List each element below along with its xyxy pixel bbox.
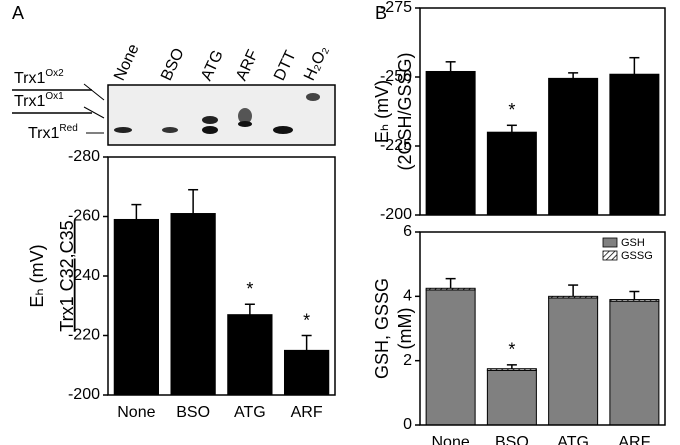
- bar: [425, 289, 476, 426]
- y-axis-label: Eₕ (mV): [27, 244, 47, 307]
- bar: [425, 287, 476, 291]
- blot-label: Trx1Red: [28, 123, 78, 143]
- bar: [113, 218, 160, 396]
- plot-frame: [107, 156, 336, 396]
- x-tick-label: BSO: [176, 404, 210, 421]
- bar: [548, 295, 599, 299]
- y-tick-label: -280: [68, 148, 100, 165]
- plot-frame: [419, 7, 666, 216]
- lane-label: H₂O₂: [301, 43, 332, 83]
- y-axis-label: (mM): [395, 308, 415, 350]
- plot-frame: [419, 231, 666, 426]
- bar: [548, 77, 599, 216]
- x-tick-label: None: [117, 404, 155, 421]
- legend-label: GSSG: [621, 250, 653, 262]
- y-tick-label: -275: [380, 0, 412, 16]
- panel-label: A: [12, 3, 24, 23]
- y-tick-label: -225: [380, 137, 412, 154]
- x-tick-label: ATG: [557, 434, 589, 445]
- bar: [609, 299, 660, 302]
- y-tick-label: -200: [68, 386, 100, 403]
- lane-label: DTT: [271, 48, 300, 84]
- bar: [609, 300, 660, 426]
- y-tick-label: 0: [403, 416, 412, 433]
- lane-label: BSO: [158, 46, 188, 84]
- bar: [425, 70, 476, 216]
- bar: [486, 369, 537, 426]
- legend-swatch: [602, 237, 618, 248]
- bar: [170, 213, 216, 396]
- y-tick-label: 6: [403, 223, 412, 240]
- annotation: *: [508, 100, 515, 120]
- blot-label: Trx1Ox2: [14, 68, 64, 88]
- legend-label: GSH: [621, 237, 645, 249]
- y-axis-label: Trx1 C32,C35: [57, 220, 77, 331]
- lane-label: ARF: [233, 47, 262, 83]
- annotation: *: [246, 279, 253, 299]
- panel-label: B: [375, 3, 387, 23]
- y-tick-label: 2: [403, 352, 412, 369]
- y-axis-label: Eₕ (mV): [372, 80, 392, 143]
- x-tick-label: BSO: [495, 434, 529, 445]
- bar: [609, 73, 660, 216]
- annotation: *: [303, 310, 310, 330]
- y-tick-label: -220: [68, 327, 100, 344]
- y-tick-label: -260: [68, 208, 100, 225]
- y-tick-label: -240: [68, 267, 100, 284]
- bar: [283, 349, 330, 396]
- annotation: *: [508, 340, 515, 360]
- x-tick-label: None: [432, 434, 470, 445]
- bar: [486, 131, 537, 216]
- x-tick-label: ATG: [234, 404, 266, 421]
- bar: [486, 368, 537, 371]
- bar: [548, 297, 599, 426]
- blot: [12, 83, 336, 146]
- y-tick-label: -250: [380, 68, 412, 85]
- lane-label: None: [111, 42, 143, 84]
- y-axis-label: GSH, GSSG: [372, 278, 392, 379]
- x-tick-label: ARF: [618, 434, 650, 445]
- y-tick-label: 4: [403, 288, 412, 305]
- bar: [227, 314, 273, 396]
- y-axis-label: (2GSH/GSSG): [395, 52, 415, 170]
- blot-label: Trx1Ox1: [14, 91, 64, 111]
- lane-label: ATG: [198, 48, 227, 84]
- x-tick-label: ARF: [291, 404, 323, 421]
- y-tick-label: -200: [380, 206, 412, 223]
- legend-swatch: [602, 250, 618, 261]
